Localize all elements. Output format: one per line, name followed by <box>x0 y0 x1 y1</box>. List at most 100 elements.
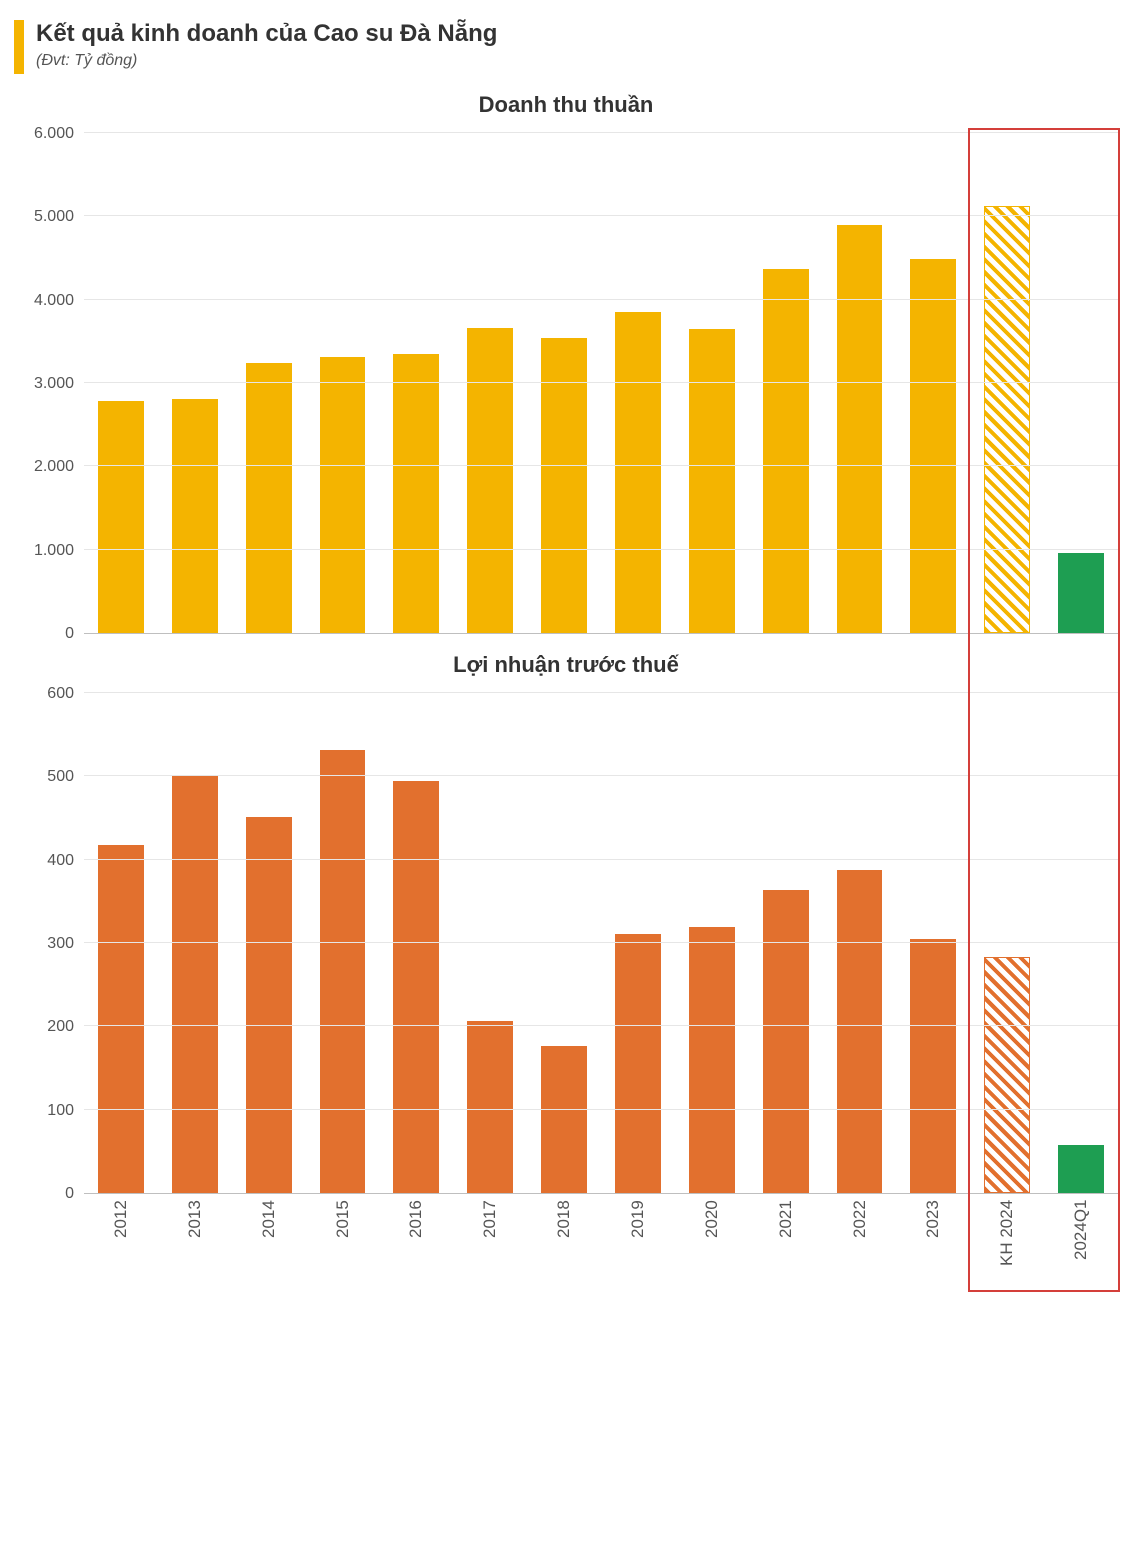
bar-slot <box>1044 134 1118 633</box>
x-tick-label: 2017 <box>453 1194 527 1290</box>
bar <box>246 817 292 1193</box>
y-tick-label: 2.000 <box>14 458 74 476</box>
bar-slot <box>453 694 527 1193</box>
bar <box>763 269 809 633</box>
grid-line <box>84 692 1118 693</box>
bar-slot <box>453 134 527 633</box>
y-tick-label: 100 <box>14 1102 74 1120</box>
bar <box>1058 1145 1104 1193</box>
bar <box>541 1046 587 1193</box>
bar <box>689 927 735 1193</box>
chart-revenue-frame: 01.0002.0003.0004.0005.0006.000 <box>14 134 1118 634</box>
bar-slot <box>823 694 897 1193</box>
bar-slot <box>823 134 897 633</box>
x-tick-label: 2018 <box>527 1194 601 1290</box>
x-tick-label: 2014 <box>232 1194 306 1290</box>
y-tick-label: 5.000 <box>14 208 74 226</box>
bar-slot <box>896 134 970 633</box>
x-tick-label: 2022 <box>823 1194 897 1290</box>
y-tick-label: 1.000 <box>14 542 74 560</box>
bar-slot <box>379 134 453 633</box>
bar <box>320 750 366 1193</box>
x-tick-label: 2024Q1 <box>1044 1194 1118 1290</box>
grid-line <box>84 465 1118 466</box>
y-tick-label: 3.000 <box>14 375 74 393</box>
bar <box>837 870 883 1193</box>
y-tick-label: 300 <box>14 935 74 953</box>
x-tick-label: 2013 <box>158 1194 232 1290</box>
bar-slot <box>749 694 823 1193</box>
bar-slot <box>970 694 1044 1193</box>
bar <box>98 845 144 1193</box>
bar-slot <box>749 134 823 633</box>
header-accent-bar <box>14 20 24 74</box>
bar <box>984 206 1030 633</box>
bar-slot <box>158 694 232 1193</box>
bar-slot <box>896 694 970 1193</box>
grid-line <box>84 775 1118 776</box>
bar-slot <box>601 694 675 1193</box>
bar <box>393 354 439 633</box>
bar-slot <box>1044 694 1118 1193</box>
x-tick-label: 2021 <box>749 1194 823 1290</box>
bar <box>910 259 956 633</box>
chart-revenue-yaxis: 01.0002.0003.0004.0005.0006.000 <box>14 134 84 634</box>
bar-slot <box>306 694 380 1193</box>
bar-slot <box>527 134 601 633</box>
bar <box>984 957 1030 1193</box>
chart-profit-yaxis: 0100200300400500600 <box>14 694 84 1194</box>
bar <box>467 328 513 633</box>
shared-xaxis: 2012201320142015201620172018201920202021… <box>84 1194 1118 1290</box>
y-tick-label: 400 <box>14 852 74 870</box>
bar <box>837 225 883 633</box>
y-tick-label: 0 <box>14 1185 74 1203</box>
grid-line <box>84 549 1118 550</box>
header: Kết quả kinh doanh của Cao su Đà Nẵng (Đ… <box>14 20 1118 74</box>
bar <box>763 890 809 1193</box>
bar-slot <box>379 694 453 1193</box>
grid-line <box>84 299 1118 300</box>
bar-slot <box>158 134 232 633</box>
page-subtitle: (Đvt: Tỷ đồng) <box>36 52 497 70</box>
x-tick-label: 2015 <box>306 1194 380 1290</box>
page-title: Kết quả kinh doanh của Cao su Đà Nẵng <box>36 20 497 48</box>
grid-line <box>84 942 1118 943</box>
chart-revenue-plot <box>84 134 1118 634</box>
bar-slot <box>601 134 675 633</box>
chart-revenue: Doanh thu thuần 01.0002.0003.0004.0005.0… <box>14 92 1118 634</box>
chart-profit-bars <box>84 694 1118 1193</box>
bar-slot <box>232 694 306 1193</box>
grid-line <box>84 382 1118 383</box>
bar <box>246 363 292 633</box>
bar <box>98 401 144 633</box>
y-tick-label: 600 <box>14 685 74 703</box>
bar-slot <box>970 134 1044 633</box>
chart-profit: Lợi nhuận trước thuế 0100200300400500600… <box>14 652 1118 1290</box>
x-tick-label: 2019 <box>601 1194 675 1290</box>
chart-profit-title: Lợi nhuận trước thuế <box>14 652 1118 678</box>
y-tick-label: 4.000 <box>14 292 74 310</box>
y-tick-label: 500 <box>14 768 74 786</box>
bar <box>172 399 218 633</box>
header-text-block: Kết quả kinh doanh của Cao su Đà Nẵng (Đ… <box>36 20 497 70</box>
chart-profit-plot <box>84 694 1118 1194</box>
bar-slot <box>84 694 158 1193</box>
bar <box>615 312 661 633</box>
chart-revenue-title: Doanh thu thuần <box>14 92 1118 118</box>
x-tick-label: 2012 <box>84 1194 158 1290</box>
y-tick-label: 6.000 <box>14 125 74 143</box>
grid-line <box>84 859 1118 860</box>
bar-slot <box>675 134 749 633</box>
grid-line <box>84 215 1118 216</box>
bar-slot <box>306 134 380 633</box>
chart-profit-frame: 0100200300400500600 <box>14 694 1118 1194</box>
bar <box>615 934 661 1193</box>
bar <box>467 1021 513 1193</box>
x-tick-label: KH 2024 <box>970 1194 1044 1290</box>
grid-line <box>84 1025 1118 1026</box>
x-tick-label: 2023 <box>896 1194 970 1290</box>
y-tick-label: 0 <box>14 625 74 643</box>
grid-line <box>84 132 1118 133</box>
bar <box>689 329 735 633</box>
bar <box>320 357 366 633</box>
